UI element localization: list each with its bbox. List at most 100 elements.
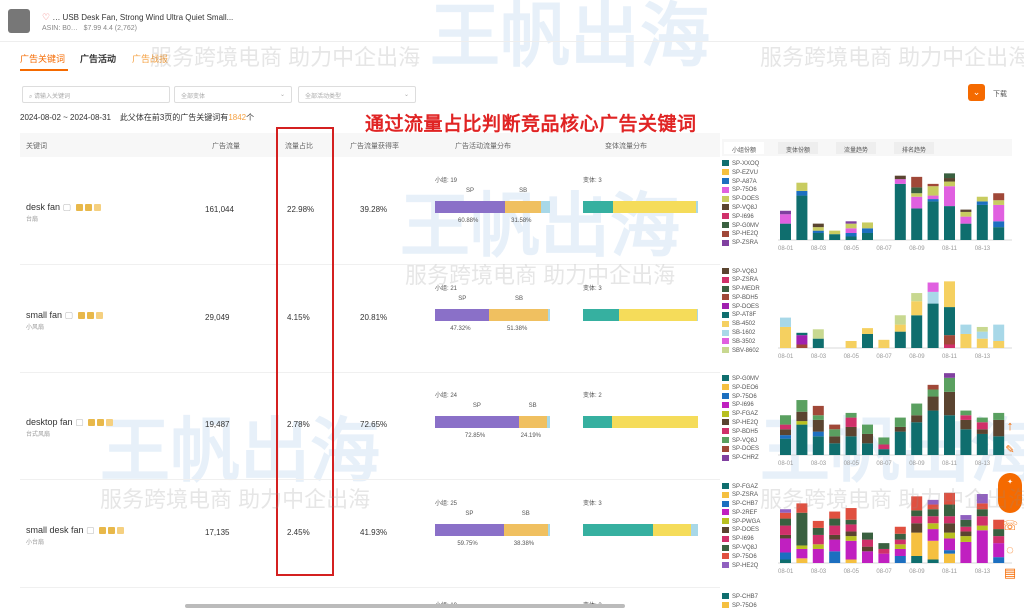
bar-segment-08-06-SP-VQ8J[interactable] xyxy=(862,424,873,434)
bar-segment-08-01-SP-2REF[interactable] xyxy=(780,537,791,552)
bar-segment-08-08-SP-PWGA[interactable] xyxy=(894,543,906,549)
legend-item[interactable]: SB-1602 xyxy=(722,329,760,338)
bar-segment-08-12-SP-DOES[interactable] xyxy=(960,530,972,536)
bar-segment-08-06-SP-XXOQ[interactable] xyxy=(862,232,873,240)
bar-segment-08-14-SP-VQ8J[interactable] xyxy=(993,412,1005,420)
col-ad-traffic[interactable]: 广告流量 xyxy=(212,143,240,150)
bar-segment-08-14-SP-HE2Q[interactable] xyxy=(993,419,1005,437)
bar-segment-08-09-SP-VQ8J[interactable] xyxy=(911,509,923,516)
bar-segment-08-01-SP-XXOQ[interactable] xyxy=(780,223,791,240)
bar-segment-08-11-SP-CHB7[interactable] xyxy=(944,549,955,554)
variant-select[interactable]: 全部变体 ⌄ xyxy=(174,86,292,103)
bar-segment-08-13-SP-I696[interactable] xyxy=(976,515,988,526)
download-label[interactable]: 下载 xyxy=(993,91,1007,98)
bar-segment-08-11-SP-CHRZ[interactable] xyxy=(944,373,955,378)
bar-segment-08-07-SP-G0MV[interactable] xyxy=(878,449,890,455)
bar-segment-08-05-SP-ZSRA[interactable] xyxy=(845,558,857,563)
bar-segment-08-01-SP-G0MV[interactable] xyxy=(780,438,791,455)
legend-item[interactable]: SP-BDH5 xyxy=(722,294,760,303)
bar-segment-08-02-SP-G0MV[interactable] xyxy=(796,424,808,455)
legend-item[interactable]: SP-I696 xyxy=(722,401,759,410)
back-to-top-icon[interactable]: ↑ xyxy=(1006,418,1014,433)
bar-segment-08-05-SP-VQ8J[interactable] xyxy=(845,519,857,524)
bar-segment-08-06-SP-A87A[interactable] xyxy=(862,228,873,233)
bar-segment-08-08-SP-75O6[interactable] xyxy=(894,179,906,184)
bar-segment-08-02-SP-AT8F[interactable] xyxy=(796,332,808,335)
bar-segment-08-14-SP-CHB7[interactable] xyxy=(993,556,1005,563)
bar-segment-08-02-SP-XXOQ[interactable] xyxy=(796,195,808,240)
bar-segment-08-05-SP-A87A[interactable] xyxy=(845,232,857,237)
bar-segment-08-10-SP-A87A[interactable] xyxy=(927,199,939,202)
bar-segment-08-04-SP-VQ8J[interactable] xyxy=(829,518,841,526)
bar-segment-08-13-SP-XXOQ[interactable] xyxy=(976,204,988,240)
bar-segment-08-04-SP-DOES[interactable] xyxy=(829,534,841,540)
bar-segment-08-05-SP-75O6[interactable] xyxy=(845,507,857,520)
bar-segment-08-03-SP-I696[interactable] xyxy=(812,534,824,544)
bar-segment-08-10-SP-FGAZ[interactable] xyxy=(927,558,939,563)
bar-segment-08-11-SP-HE2Q[interactable] xyxy=(944,391,955,416)
tab-ad-campaigns[interactable]: 广告活动 xyxy=(80,54,117,64)
bar-segment-08-05-SP-I696[interactable] xyxy=(845,523,857,531)
legend-item[interactable]: SP-CHB7 xyxy=(722,500,760,509)
legend-item[interactable]: SP-A87A xyxy=(722,178,759,187)
chart-tab-group-share[interactable]: 小组份额 xyxy=(724,142,765,154)
legend-item[interactable]: SP-I696 xyxy=(722,213,759,222)
bar-segment-08-08-SP-I696[interactable] xyxy=(894,539,906,544)
bar-segment-08-11-SP-G0MV[interactable] xyxy=(944,173,955,179)
bar-segment-08-03-SP-75O6[interactable] xyxy=(812,520,824,528)
bar-segment-08-12-SP-VQ8J[interactable] xyxy=(960,519,972,527)
bar-segment-08-06-SP-2REF[interactable] xyxy=(862,550,873,563)
bar-segment-08-14-SB-1602[interactable] xyxy=(993,324,1005,341)
legend-item[interactable]: SP-PWGA xyxy=(722,518,760,527)
bar-segment-08-11-SP-VQ8J[interactable] xyxy=(944,377,955,392)
bar-segment-08-04-SP-I696[interactable] xyxy=(829,525,841,535)
bar-segment-08-04-SP-CHB7[interactable] xyxy=(829,550,841,563)
bar-segment-08-07-SB-4502[interactable] xyxy=(878,339,890,348)
bar-segment-08-13-SBV-8602[interactable] xyxy=(976,326,988,332)
bar-segment-08-10-SP-2REF[interactable] xyxy=(927,528,939,541)
bar-segment-08-13-SP-G0MV[interactable] xyxy=(976,433,988,455)
chat-icon[interactable]: ◌ xyxy=(1006,542,1014,557)
bar-segment-08-10-SP-G0MV[interactable] xyxy=(927,410,939,455)
bar-segment-08-14-SP-HE2Q[interactable] xyxy=(993,193,1005,201)
bar-segment-08-06-SP-DOES[interactable] xyxy=(862,222,873,229)
bar-segment-08-03-SP-VQ8J[interactable] xyxy=(812,223,824,228)
bar-segment-08-11-SP-2REF[interactable] xyxy=(944,537,955,550)
bar-segment-08-12-SP-I696[interactable] xyxy=(960,526,972,531)
bar-segment-08-10-SP-75O6[interactable] xyxy=(927,195,939,200)
bar-segment-08-06-SP-AT8F[interactable] xyxy=(862,333,873,348)
legend-item[interactable]: SP-G0MV xyxy=(722,375,759,384)
bar-segment-08-03-SP-VQ8J[interactable] xyxy=(812,415,824,420)
bar-segment-08-14-SP-I696[interactable] xyxy=(993,535,1005,543)
bar-segment-08-09-SP-DOES[interactable] xyxy=(911,522,923,533)
bar-segment-08-09-SP-DOES[interactable] xyxy=(911,193,923,197)
bar-segment-08-08-SP-XXOQ[interactable] xyxy=(894,183,906,240)
bar-segment-08-10-SP-HE2Q[interactable] xyxy=(927,183,939,187)
bar-segment-08-04-SP-XXOQ[interactable] xyxy=(829,234,841,240)
legend-item[interactable]: SP-FGAZ xyxy=(722,410,759,419)
bar-segment-08-06-SB-4502[interactable] xyxy=(862,327,873,334)
bar-segment-08-12-SP-75O6[interactable] xyxy=(960,216,972,224)
copy-icon[interactable]: ▢ xyxy=(64,309,74,320)
heart-icon[interactable]: ♡ xyxy=(42,12,51,22)
tab-ad-report[interactable]: 广告战报 xyxy=(132,54,169,64)
legend-item[interactable]: SP-75O6 xyxy=(722,553,760,562)
legend-item[interactable]: SP-I696 xyxy=(722,535,760,544)
campaign-distribution-bar[interactable] xyxy=(435,201,550,213)
bar-segment-08-10-SP-VQ8J[interactable] xyxy=(927,389,939,397)
tab-ad-keywords[interactable]: 广告关键词 xyxy=(20,54,66,64)
bar-segment-08-14-SP-G0MV[interactable] xyxy=(993,436,1005,455)
legend-item[interactable]: SP-CHRZ xyxy=(722,454,759,463)
legend-item[interactable]: SP-DEO6 xyxy=(722,384,759,393)
legend-item[interactable]: SP-DOES xyxy=(722,195,759,204)
bar-segment-08-03-SP-A87A[interactable] xyxy=(812,230,824,233)
bar-segment-08-01-SP-I696[interactable] xyxy=(780,525,791,535)
bar-segment-08-05-SP-VQ8J[interactable] xyxy=(845,412,857,418)
bar-segment-08-03-SP-HE2Q[interactable] xyxy=(812,419,824,432)
bar-segment-08-14-SP-VQ8J[interactable] xyxy=(993,528,1005,536)
legend-item[interactable]: SP-VQ8J xyxy=(722,437,759,446)
bar-segment-08-13-SP-DOES[interactable] xyxy=(976,196,988,202)
bar-segment-08-01-SP-75O6[interactable] xyxy=(780,435,791,439)
bar-segment-08-12-SP-VQ8J[interactable] xyxy=(960,209,972,212)
keyword-link[interactable]: desktop fan xyxy=(26,417,73,427)
